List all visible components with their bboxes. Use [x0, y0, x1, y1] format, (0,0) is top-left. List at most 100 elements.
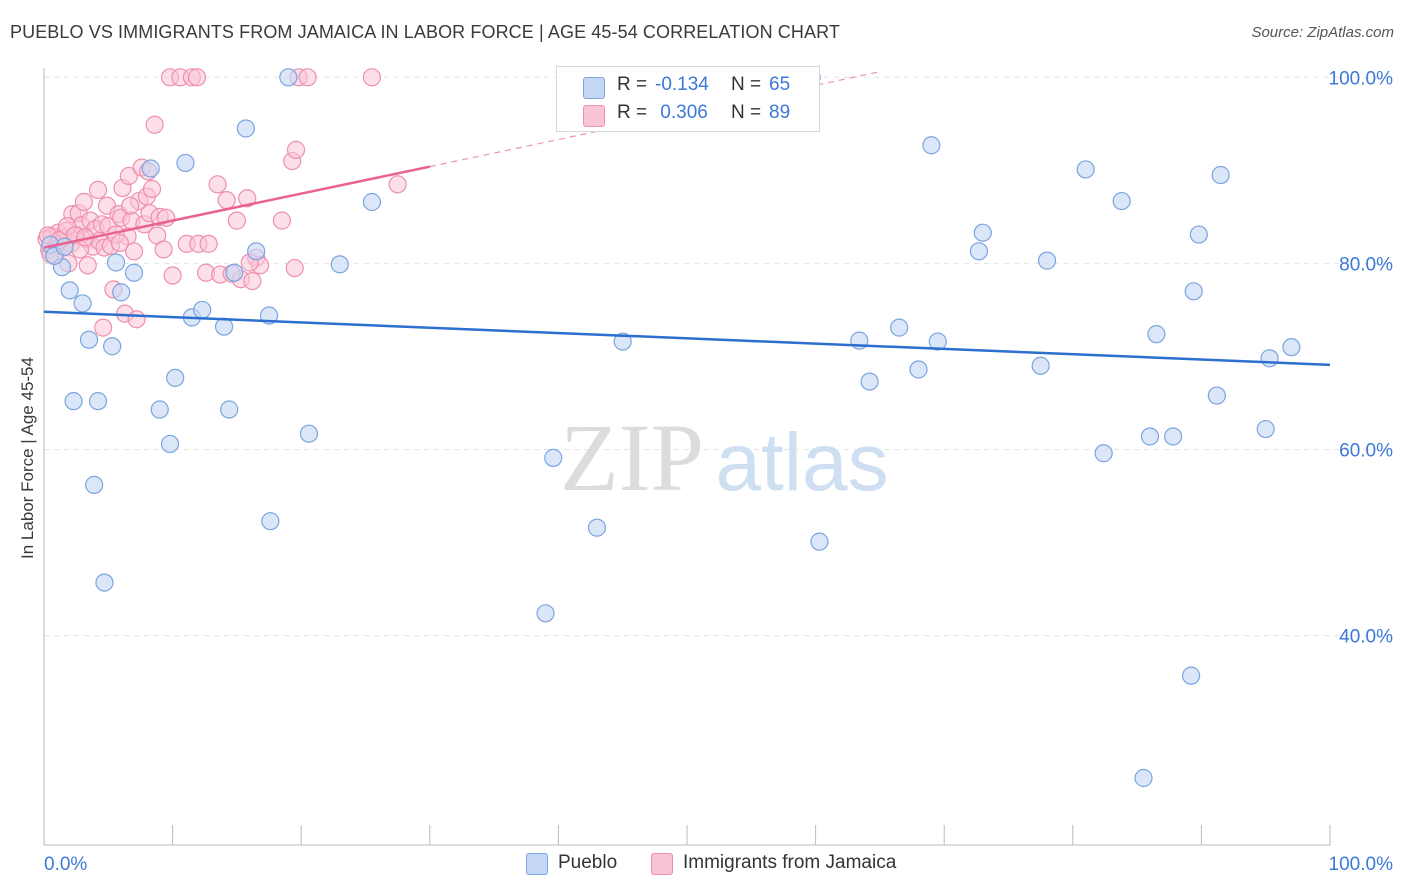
data-point-pueblo — [261, 512, 280, 531]
data-point-jamaica — [238, 189, 257, 208]
data-point-jamaica — [199, 234, 218, 253]
data-point-jamaica — [163, 266, 182, 285]
data-point-pueblo — [141, 159, 160, 178]
data-point-jamaica — [121, 196, 140, 215]
data-point-pueblo — [1256, 419, 1275, 439]
data-point-jamaica — [208, 175, 227, 194]
n-label: N = — [731, 102, 762, 123]
data-point-pueblo — [160, 434, 180, 454]
watermark: ZIP atlas — [560, 404, 889, 511]
data-point-jamaica — [110, 233, 129, 253]
data-point-pueblo — [95, 573, 114, 592]
data-point-pueblo — [1134, 768, 1153, 788]
y-tick-label: 80.0% — [1339, 254, 1393, 275]
pueblo-swatch — [583, 77, 605, 99]
data-point-pueblo — [1189, 225, 1208, 244]
data-point-pueblo — [64, 392, 83, 411]
data-point-jamaica — [74, 192, 93, 212]
data-point-pueblo — [909, 360, 928, 379]
data-point-pueblo — [1164, 427, 1183, 446]
stats-legend: R = -0.134 N = 65 R = 0.306 N = 89 — [556, 66, 820, 132]
data-point-pueblo — [1260, 349, 1279, 368]
data-point-pueblo — [214, 317, 234, 336]
chart-title: PUEBLO VS IMMIGRANTS FROM JAMAICA IN LAB… — [10, 22, 840, 42]
data-point-pueblo — [150, 400, 169, 419]
y-axis-label: In Labor Force | Age 45-54 — [18, 357, 37, 559]
data-point-pueblo — [1182, 666, 1201, 685]
data-point-pueblo — [1031, 356, 1050, 375]
data-point-pueblo — [860, 372, 879, 391]
data-point-pueblo — [236, 119, 256, 138]
data-point-jamaica — [362, 68, 382, 87]
legend-row-pueblo: R = -0.134 N = 65 — [557, 72, 819, 102]
data-point-jamaica — [243, 271, 262, 291]
series-immigrants-from-jamaica — [37, 68, 407, 337]
y-tick-label: 40.0% — [1339, 627, 1393, 648]
legend-label: Pueblo — [558, 852, 618, 873]
data-point-jamaica — [88, 180, 108, 200]
legend-row-jamaica: R = 0.306 N = 89 — [557, 100, 819, 130]
watermark-atlas: atlas — [715, 417, 888, 508]
data-point-pueblo — [60, 281, 79, 300]
data-point-pueblo — [362, 192, 382, 212]
y-tick-label: 60.0% — [1339, 441, 1393, 462]
data-point-pueblo — [166, 368, 185, 387]
data-point-jamaica — [285, 258, 304, 278]
data-point-pueblo — [890, 318, 909, 337]
data-point-jamaica — [94, 318, 113, 337]
data-point-pueblo — [1211, 165, 1230, 185]
data-point-jamaica — [187, 68, 207, 87]
jamaica-swatch — [651, 853, 673, 875]
data-point-pueblo — [73, 294, 92, 313]
data-point-jamaica — [142, 179, 162, 199]
trend-line-jamaica — [43, 165, 431, 249]
data-point-pueblo — [1147, 325, 1166, 344]
watermark-zip: ZIP — [560, 404, 704, 511]
tick-labels: 40.0% 60.0% 80.0% 100.0% 0.0% 100.0% — [44, 68, 1393, 875]
data-point-pueblo — [922, 136, 941, 155]
data-point-pueblo — [88, 392, 108, 411]
source-label: Source: ZipAtlas.com — [1251, 24, 1394, 41]
r-value: 0.306 — [655, 102, 708, 123]
data-point-pueblo — [299, 424, 319, 443]
data-point-pueblo — [1076, 160, 1095, 179]
data-point-pueblo — [973, 223, 992, 242]
data-point-pueblo — [106, 253, 126, 272]
data-point-jamaica — [388, 175, 407, 194]
data-point-pueblo — [1112, 191, 1131, 211]
data-point-pueblo — [1184, 282, 1203, 301]
n-value: 89 — [769, 102, 791, 123]
data-point-jamaica — [272, 211, 292, 230]
data-point-pueblo — [536, 604, 555, 623]
data-point-pueblo — [220, 400, 239, 419]
data-point-pueblo — [613, 332, 632, 351]
data-point-jamaica — [119, 166, 138, 186]
data-point-jamaica — [154, 240, 173, 259]
data-point-jamaica — [145, 115, 164, 134]
data-point-pueblo — [810, 532, 829, 551]
data-point-pueblo — [1140, 427, 1160, 446]
data-point-pueblo — [79, 330, 99, 349]
data-point-pueblo — [103, 337, 122, 356]
data-point-pueblo — [1037, 251, 1057, 270]
n-label: N = — [731, 74, 762, 95]
y-tick-label: 100.0% — [1329, 68, 1394, 89]
legend-label: Immigrants from Jamaica — [683, 852, 897, 873]
data-point-pueblo — [247, 242, 266, 261]
r-label: R = — [617, 74, 648, 95]
data-point-pueblo — [193, 300, 212, 320]
data-point-pueblo — [279, 68, 298, 87]
trend-lines — [43, 71, 1331, 367]
data-point-pueblo — [330, 255, 349, 274]
trend-line-pueblo — [43, 310, 1331, 367]
data-point-jamaica — [227, 211, 246, 230]
data-point-pueblo — [587, 518, 607, 537]
r-label: R = — [617, 102, 648, 123]
x-tick-label: 0.0% — [44, 854, 87, 875]
data-point-jamaica — [127, 310, 146, 329]
data-point-pueblo — [1282, 338, 1301, 357]
data-point-pueblo — [85, 475, 104, 494]
data-point-pueblo — [225, 263, 244, 282]
data-point-pueblo — [55, 237, 74, 256]
n-value: 65 — [769, 74, 791, 95]
